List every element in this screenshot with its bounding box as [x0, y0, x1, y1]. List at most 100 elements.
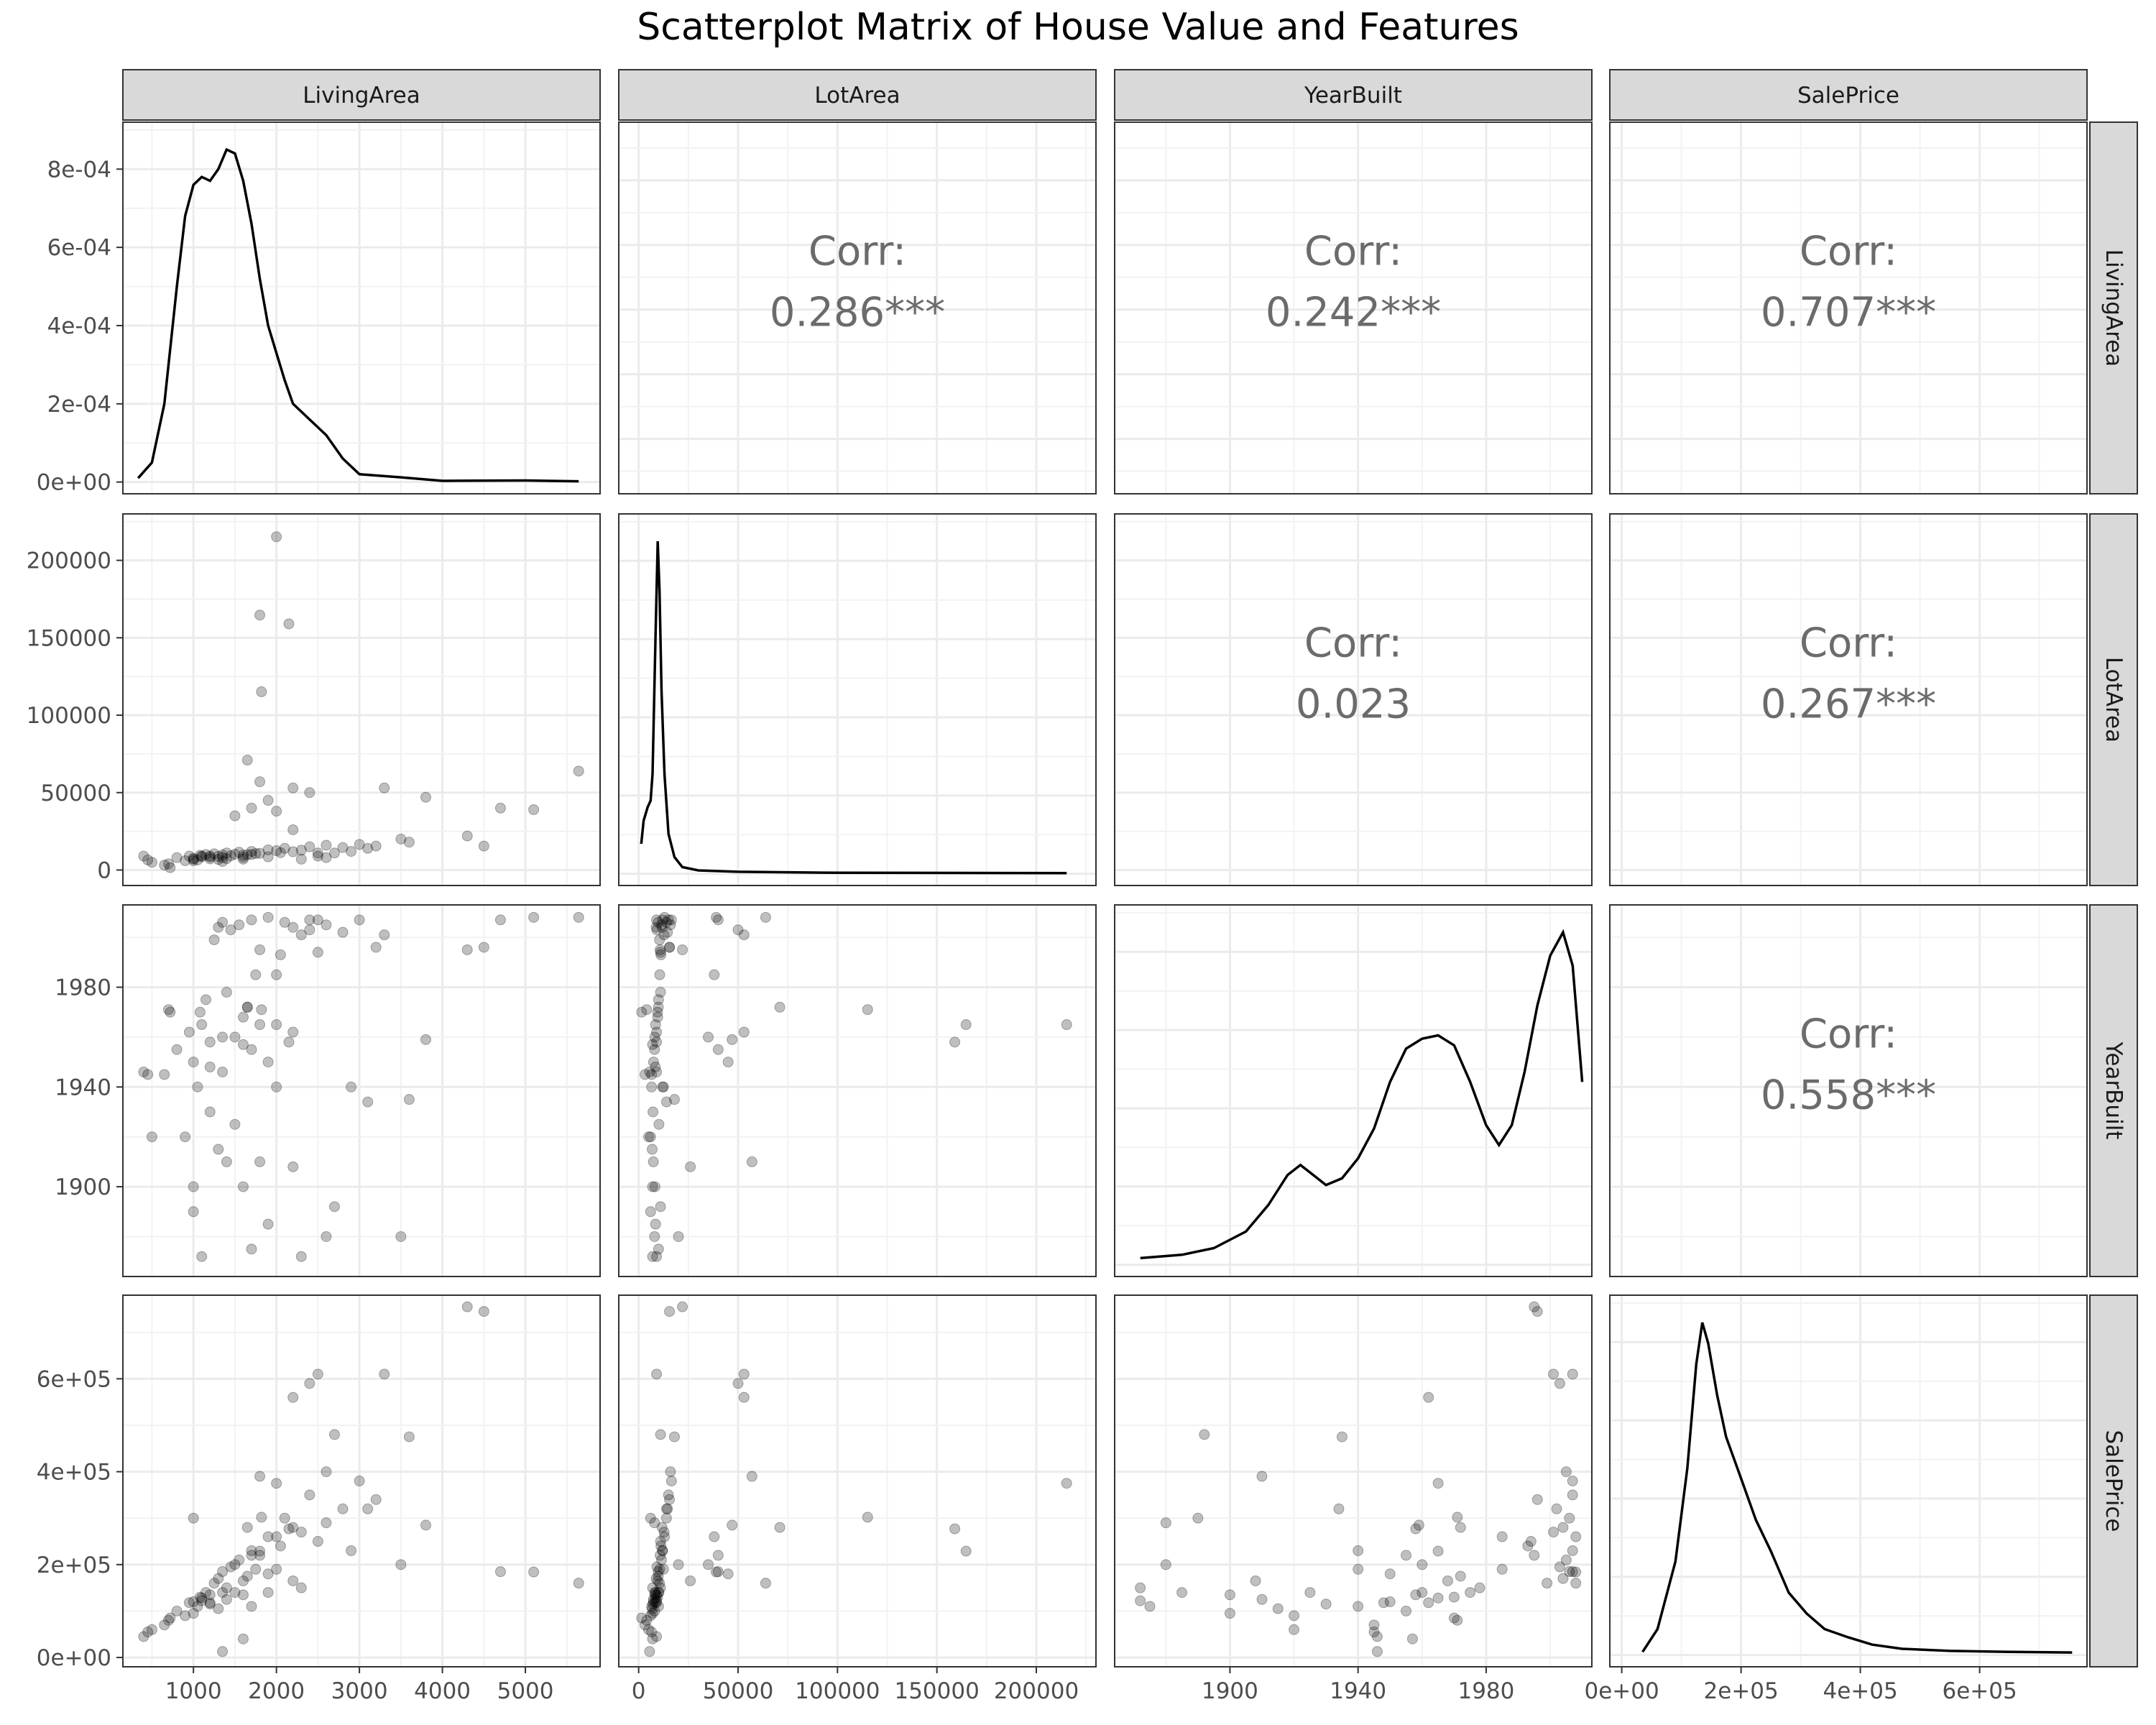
y-tick-label: 1900 — [55, 1174, 111, 1200]
scatter-point — [1551, 1503, 1562, 1514]
scatter-point — [337, 1503, 349, 1514]
scatter-point — [287, 824, 299, 835]
scatter-point — [727, 1519, 738, 1531]
scatter-point — [1368, 1627, 1380, 1638]
scatter-point — [321, 919, 332, 931]
scatter-point — [241, 1001, 253, 1013]
scatter-point — [677, 1301, 688, 1312]
scatter-point — [229, 1559, 241, 1570]
scatter-point — [664, 1494, 676, 1505]
scatter-point — [204, 1062, 216, 1073]
scatter-point — [246, 1243, 257, 1255]
scatter-point — [1529, 1301, 1540, 1312]
scatter-point — [760, 911, 771, 923]
correlation-value: 0.242*** — [1266, 290, 1441, 336]
scatter-point — [668, 1431, 680, 1443]
scatter-point — [337, 926, 349, 938]
scatter-point — [528, 804, 540, 815]
scatter-point — [142, 1069, 154, 1080]
scatter-point — [188, 853, 199, 865]
scatter-point — [271, 1531, 282, 1542]
scatter-point — [1567, 1489, 1578, 1501]
scatter-point — [1144, 1601, 1156, 1612]
row-strip-label: LivingArea — [2101, 249, 2127, 367]
scatter-point — [1455, 1570, 1466, 1582]
scatter-point — [192, 854, 203, 865]
scatter-point — [1496, 1563, 1508, 1575]
scatter-point — [395, 1559, 407, 1570]
scatter-point — [665, 1466, 676, 1478]
x-tick-label: 0 — [632, 1678, 646, 1704]
scatter-point — [1529, 1550, 1540, 1561]
scatter-point — [271, 531, 282, 543]
scatter-point — [262, 911, 274, 923]
scatter-point — [225, 924, 236, 936]
panel-border — [1609, 121, 2088, 494]
scatter-point — [651, 1251, 663, 1262]
scatter-point — [1320, 1598, 1332, 1610]
x-tick-label: 2e+05 — [1703, 1678, 1778, 1704]
scatter-point — [346, 846, 357, 857]
scatter-point — [217, 849, 229, 860]
scatter-point — [1378, 1597, 1389, 1609]
scatter-point — [862, 1512, 873, 1523]
scatter-point — [646, 1081, 658, 1092]
scatter-point — [271, 806, 282, 817]
scatter-point — [651, 1589, 663, 1601]
scatter-point — [165, 862, 176, 873]
panel-border — [1609, 1294, 2088, 1668]
scatter-point — [1548, 1368, 1560, 1380]
scatter-point — [354, 914, 365, 926]
scatter-point — [645, 1512, 656, 1524]
scatter-point — [188, 1206, 199, 1218]
scatter-point — [146, 1131, 157, 1143]
scatter-point — [528, 911, 540, 923]
panel-YearBuilt-LotArea — [618, 904, 1097, 1277]
scatter-point — [1448, 1591, 1460, 1603]
scatter-point — [1061, 1019, 1072, 1031]
scatter-point — [1272, 1603, 1284, 1614]
panel-LivingArea-YearBuilt: Corr: 0.242*** — [1114, 121, 1593, 494]
scatter-point — [180, 1131, 191, 1143]
panel-SalePrice-YearBuilt — [1114, 1294, 1593, 1668]
scatter-point — [271, 1563, 282, 1575]
scatter-point — [283, 1036, 295, 1048]
scatter-point — [646, 1603, 658, 1614]
scatter-point — [312, 850, 323, 862]
density-curve — [1641, 1322, 2073, 1654]
scatter-point — [1371, 1646, 1383, 1657]
scatter-point — [204, 1598, 216, 1610]
scatter-point — [256, 1004, 267, 1016]
scatter-point — [328, 1201, 340, 1213]
scatter-point — [250, 1563, 262, 1575]
scatter-point — [650, 921, 662, 933]
scatter-point — [650, 1597, 661, 1609]
density-curve — [640, 541, 1067, 875]
correlation-label: Corr: — [1800, 1011, 1897, 1058]
scatter-point — [658, 1527, 670, 1538]
scatter-point — [142, 854, 154, 865]
scatter-point — [279, 842, 290, 854]
scatter-point — [652, 1006, 663, 1018]
scatter-point — [241, 1522, 253, 1533]
scatter-point — [246, 1545, 257, 1556]
scatter-point — [256, 686, 267, 697]
scatter-point — [213, 854, 224, 865]
x-tick-label: 4e+05 — [1823, 1678, 1897, 1704]
chart-title: Scatterplot Matrix of House Value and Fe… — [637, 6, 1519, 49]
density-curve — [1140, 929, 1584, 1260]
scatter-point — [712, 1566, 724, 1578]
scatter-point — [283, 618, 295, 630]
scatter-point — [262, 844, 274, 855]
panel-LotArea-LotArea — [618, 513, 1097, 886]
scatter-point — [403, 1094, 415, 1105]
scatter-point — [208, 848, 220, 860]
scatter-point — [346, 1545, 357, 1556]
scatter-point — [1176, 1587, 1188, 1598]
scatter-point — [1567, 1566, 1578, 1578]
scatter-point — [1160, 1559, 1171, 1570]
scatter-point — [960, 1019, 972, 1031]
scatter-point — [1455, 1522, 1466, 1533]
scatter-point — [241, 755, 253, 766]
